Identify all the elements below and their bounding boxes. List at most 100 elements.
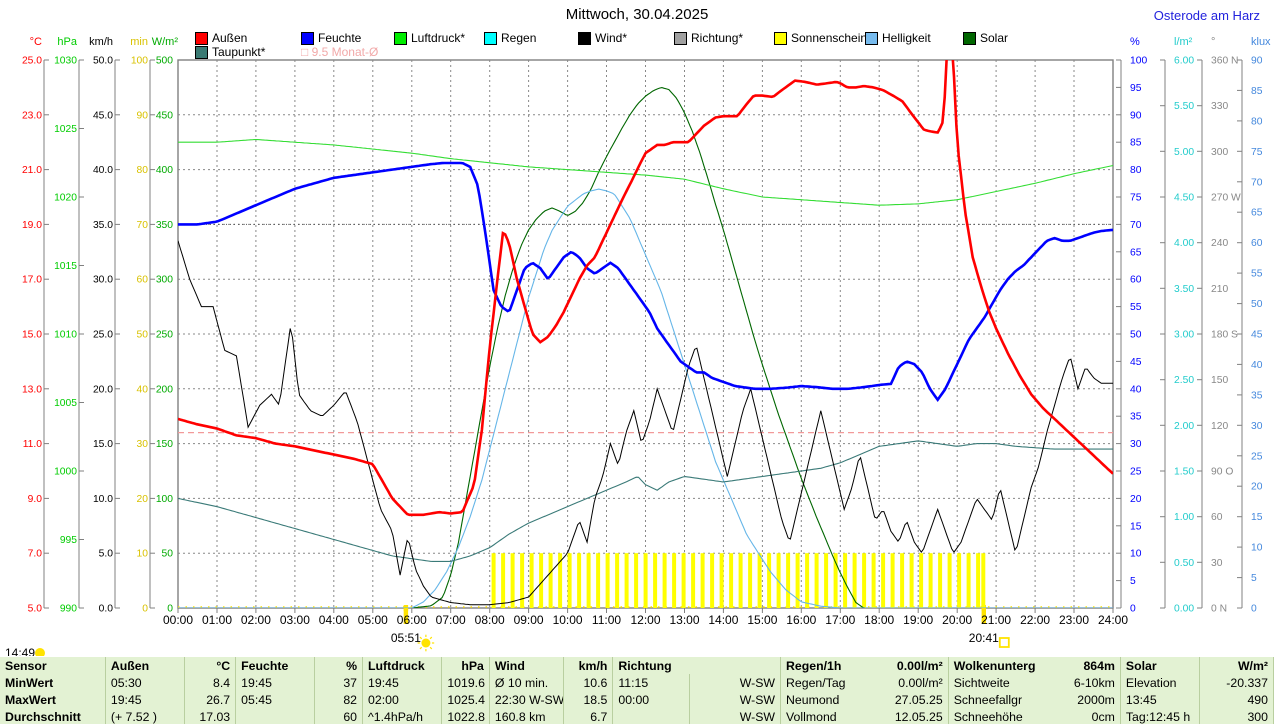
svg-text:21:00: 21:00	[981, 613, 1011, 627]
svg-text:17:00: 17:00	[825, 613, 855, 627]
svg-text:25: 25	[1251, 451, 1263, 462]
svg-text:45: 45	[1251, 330, 1263, 341]
svg-text:11:00: 11:00	[592, 613, 621, 627]
svg-text:18:00: 18:00	[864, 613, 894, 627]
svg-text:15: 15	[1130, 521, 1142, 532]
svg-text:60: 60	[1211, 512, 1223, 523]
svg-text:W/m²: W/m²	[152, 36, 179, 48]
svg-text:60: 60	[1251, 238, 1263, 249]
svg-text:990: 990	[60, 604, 77, 615]
svg-text:0.50: 0.50	[1174, 558, 1194, 569]
svg-text:50: 50	[137, 330, 149, 341]
svg-text:35.0: 35.0	[93, 220, 113, 231]
svg-text:75: 75	[1251, 147, 1263, 158]
svg-text:400: 400	[156, 165, 173, 176]
svg-text:16:00: 16:00	[786, 613, 816, 627]
svg-text:95: 95	[1130, 83, 1142, 94]
svg-text:06:00: 06:00	[397, 613, 427, 627]
svg-text:60: 60	[1130, 275, 1142, 286]
svg-text:01:00: 01:00	[202, 613, 232, 627]
svg-text:05:00: 05:00	[358, 613, 388, 627]
svg-text:20: 20	[1130, 494, 1142, 505]
svg-text:0.00: 0.00	[1174, 604, 1194, 615]
svg-text:10: 10	[137, 549, 149, 560]
svg-text:30: 30	[1130, 439, 1142, 450]
svg-text:80: 80	[1251, 116, 1263, 127]
svg-text:23:00: 23:00	[1059, 613, 1089, 627]
svg-text:6.00: 6.00	[1174, 56, 1194, 67]
svg-text:2.00: 2.00	[1174, 421, 1194, 432]
svg-text:50: 50	[1130, 330, 1142, 341]
svg-text:90 O: 90 O	[1211, 467, 1233, 478]
svg-text:120: 120	[1211, 421, 1228, 432]
svg-text:40: 40	[1251, 360, 1263, 371]
svg-text:5.00: 5.00	[1174, 147, 1194, 158]
svg-text:20:41: 20:41	[969, 631, 999, 645]
svg-text:km/h: km/h	[89, 36, 113, 48]
svg-text:10.0: 10.0	[93, 494, 113, 505]
svg-text:0: 0	[1251, 604, 1257, 615]
svg-text:15.0: 15.0	[93, 439, 113, 450]
svg-text:210: 210	[1211, 284, 1228, 295]
svg-text:75: 75	[1130, 193, 1142, 204]
svg-text:270 W: 270 W	[1211, 193, 1241, 204]
svg-text:1005: 1005	[54, 398, 77, 409]
svg-text:klux: klux	[1251, 36, 1271, 48]
svg-text:45: 45	[1130, 357, 1142, 368]
svg-text:50: 50	[1251, 299, 1263, 310]
svg-text:5.0: 5.0	[99, 549, 114, 560]
svg-text:90: 90	[1251, 56, 1263, 67]
svg-text:65: 65	[1251, 208, 1263, 219]
svg-text:1025: 1025	[54, 124, 77, 135]
svg-text:05:51: 05:51	[391, 631, 421, 645]
svg-text:12:00: 12:00	[630, 613, 660, 627]
svg-text:04:00: 04:00	[319, 613, 349, 627]
svg-text:100: 100	[131, 56, 148, 67]
svg-text:55: 55	[1130, 302, 1142, 313]
svg-text:330: 330	[1211, 101, 1228, 112]
svg-text:l/m²: l/m²	[1174, 36, 1193, 48]
svg-text:10: 10	[1251, 543, 1263, 554]
svg-text:80: 80	[1130, 165, 1142, 176]
svg-text:300: 300	[1211, 147, 1228, 158]
svg-text:500: 500	[156, 56, 173, 67]
svg-text:03:00: 03:00	[280, 613, 310, 627]
svg-text:3.00: 3.00	[1174, 330, 1194, 341]
svg-text:25.0: 25.0	[22, 56, 42, 67]
svg-text:25.0: 25.0	[93, 330, 113, 341]
svg-text:10:00: 10:00	[553, 613, 583, 627]
svg-text:350: 350	[156, 220, 173, 231]
svg-text:19:00: 19:00	[903, 613, 933, 627]
svg-text:450: 450	[156, 110, 173, 121]
svg-text:55: 55	[1251, 269, 1263, 280]
svg-text:40: 40	[1130, 384, 1142, 395]
svg-text:19.0: 19.0	[22, 220, 42, 231]
svg-text:85: 85	[1251, 86, 1263, 97]
svg-text:15.0: 15.0	[22, 330, 42, 341]
svg-text:1020: 1020	[54, 193, 77, 204]
svg-text:00:00: 00:00	[163, 613, 193, 627]
svg-text:70: 70	[137, 220, 149, 231]
svg-text:5: 5	[1251, 573, 1257, 584]
svg-text:1.50: 1.50	[1174, 467, 1194, 478]
svg-text:10: 10	[1130, 549, 1142, 560]
svg-text:150: 150	[1211, 375, 1228, 386]
svg-text:07:00: 07:00	[436, 613, 466, 627]
svg-text:85: 85	[1130, 138, 1142, 149]
svg-text:250: 250	[156, 330, 173, 341]
svg-text:100: 100	[1130, 56, 1147, 67]
svg-text:02:00: 02:00	[241, 613, 271, 627]
svg-text:50.0: 50.0	[93, 56, 113, 67]
svg-text:200: 200	[156, 384, 173, 395]
svg-text:22:00: 22:00	[1020, 613, 1050, 627]
svg-text:30: 30	[1251, 421, 1263, 432]
svg-text:23.0: 23.0	[22, 110, 42, 121]
svg-text:35: 35	[1130, 412, 1142, 423]
svg-text:30: 30	[1211, 558, 1223, 569]
svg-text:%: %	[1130, 36, 1140, 48]
svg-text:70: 70	[1130, 220, 1142, 231]
svg-text:13.0: 13.0	[22, 384, 42, 395]
svg-text:17.0: 17.0	[22, 275, 42, 286]
svg-text:7.0: 7.0	[28, 549, 43, 560]
svg-text:1030: 1030	[54, 56, 77, 67]
